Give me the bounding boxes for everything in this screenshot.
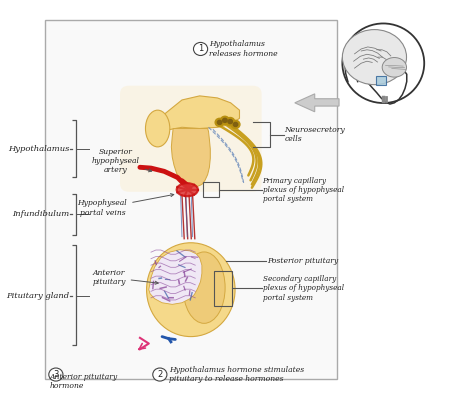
Text: 1: 1 [198, 44, 203, 53]
Ellipse shape [183, 252, 225, 323]
Text: 2: 2 [157, 370, 163, 379]
Ellipse shape [342, 29, 407, 85]
Text: Hypophyseal
portal veins: Hypophyseal portal veins [77, 193, 174, 217]
Text: Hypothalamus hormone stimulates
pituitary to release hormones: Hypothalamus hormone stimulates pituitar… [169, 366, 304, 383]
Text: Pituitary gland: Pituitary gland [7, 292, 70, 300]
Circle shape [226, 118, 235, 126]
Text: Superior
hypophyseal
artery: Superior hypophyseal artery [91, 148, 152, 174]
Circle shape [193, 42, 208, 55]
Text: Secondary capillary
plexus of hypophyseal
portal system: Secondary capillary plexus of hypophysea… [263, 275, 344, 302]
Circle shape [153, 368, 167, 381]
Text: Hypothalamus: Hypothalamus [8, 145, 70, 153]
Text: Posterior pituitary: Posterior pituitary [267, 257, 338, 265]
Circle shape [220, 116, 229, 124]
Text: Infundibulum: Infundibulum [12, 210, 70, 218]
Text: Primary capillary
plexus of hypophyseal
portal system: Primary capillary plexus of hypophyseal … [263, 177, 344, 203]
Circle shape [233, 122, 238, 126]
Bar [203, 182, 219, 197]
Text: Anterior
pituitary: Anterior pituitary [92, 269, 158, 286]
Circle shape [218, 120, 222, 124]
Ellipse shape [382, 58, 407, 77]
Text: Hypothalamus
releases hormone: Hypothalamus releases hormone [210, 40, 278, 58]
Polygon shape [295, 94, 339, 112]
Bar [376, 76, 385, 85]
Polygon shape [172, 129, 210, 186]
Ellipse shape [146, 110, 170, 147]
Ellipse shape [342, 24, 424, 103]
Circle shape [228, 120, 232, 124]
Circle shape [49, 368, 63, 381]
FancyBboxPatch shape [120, 86, 262, 192]
Text: 3: 3 [53, 370, 59, 379]
Bar [214, 271, 231, 306]
Circle shape [231, 120, 240, 129]
Polygon shape [149, 250, 202, 304]
Text: Anterior pituitary
hormone: Anterior pituitary hormone [49, 373, 118, 390]
Polygon shape [155, 96, 239, 131]
Ellipse shape [146, 243, 235, 337]
Circle shape [215, 118, 224, 126]
Bar [45, 20, 337, 379]
Text: Neurosecretory
cells: Neurosecretory cells [284, 126, 345, 143]
Circle shape [223, 118, 227, 122]
Ellipse shape [177, 183, 198, 196]
